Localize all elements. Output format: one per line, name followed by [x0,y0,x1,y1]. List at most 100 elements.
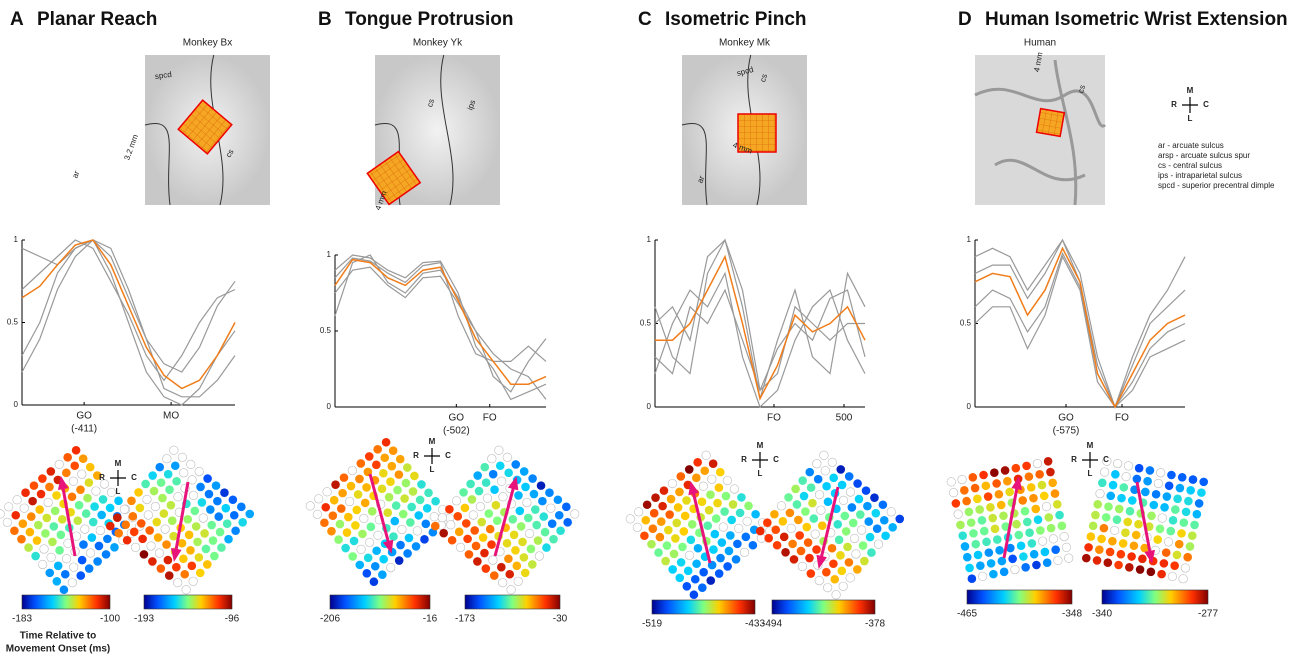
colorbar-caption: Time Relative to [20,631,97,642]
electrode [993,535,1002,544]
trace [335,267,546,399]
electrode [1049,535,1058,544]
electrode [393,486,402,495]
electrode [62,554,71,563]
electrode [238,518,247,527]
electrode [958,475,967,484]
electrode [370,577,379,586]
electrode [779,517,788,526]
electrode [982,481,991,490]
electrode [1138,555,1147,564]
electrode [1104,558,1113,567]
electrode [949,488,958,497]
electrode [493,516,502,525]
electrode [498,578,507,587]
electrode [69,563,78,572]
electrode [487,540,496,549]
electrode [999,511,1008,520]
electrode [813,459,822,468]
electrode [732,555,741,564]
electrode [879,500,888,509]
electrode [1146,466,1155,475]
electrode [1135,464,1144,473]
electrode [55,460,64,469]
electrode [530,490,539,499]
electrode [75,501,84,510]
electrode [147,542,156,551]
electrode [198,498,207,507]
electrode [138,535,147,544]
electrode [445,505,454,514]
electrode [1128,496,1137,505]
electrode [497,563,506,572]
y-tick-label: 1 [967,235,972,244]
electrode [681,512,690,521]
electrode [968,574,977,583]
x-tick-label: GO [76,411,92,422]
electrode [237,503,246,512]
electrode [684,567,693,576]
orientation-label: L [1088,469,1093,478]
electrode [398,525,407,534]
orientation-label: L [430,465,435,474]
electrode [1184,497,1193,506]
electrode [1106,492,1115,501]
electrode [711,530,720,539]
panel-title: Tongue Protrusion [345,9,514,30]
electrode [517,522,526,531]
electrode [373,445,382,454]
electrode [1171,505,1180,514]
electrode [213,497,222,506]
colorbar [144,595,232,609]
electrode [205,490,214,499]
electrode [1018,496,1027,505]
electrode [399,510,408,519]
trace [655,290,865,390]
electrode [88,533,97,542]
electrode [680,527,689,536]
panel-letter: C [638,9,652,30]
electrode [82,509,91,518]
electrode [1113,515,1122,524]
trace [335,258,546,361]
colorbar-max: -277 [1198,609,1218,620]
electrode [505,570,514,579]
electrode [1082,554,1091,563]
electrode [823,583,832,592]
electrode [143,495,152,504]
electrode [33,536,42,545]
electrode [379,469,388,478]
electrode [355,475,364,484]
electrode [677,472,686,481]
electrode [477,518,486,527]
electrode [499,492,508,501]
electrode [867,548,876,557]
electrode [1162,548,1171,557]
electrode [475,487,484,496]
electrode [1062,543,1071,552]
electrode [562,503,571,512]
electrode [828,544,837,553]
electrode [822,482,831,491]
electrode [743,517,752,526]
electrode [130,528,139,537]
electrode [781,548,790,557]
orientation-label: M [757,441,764,450]
electrode [995,546,1004,555]
electrode [1178,473,1187,482]
electrode [106,504,115,513]
electrode [845,472,854,481]
electrode [989,570,998,579]
electrode [170,446,179,455]
electrode [348,466,357,475]
electrode [962,497,971,506]
electrode [352,506,361,515]
orientation-label: M [1087,441,1094,450]
electrode [860,557,869,566]
electrode [672,519,681,528]
electrode [343,528,352,537]
electrode [1156,468,1165,477]
electrode [727,516,736,525]
electrode [691,575,700,584]
electrode [969,473,978,482]
